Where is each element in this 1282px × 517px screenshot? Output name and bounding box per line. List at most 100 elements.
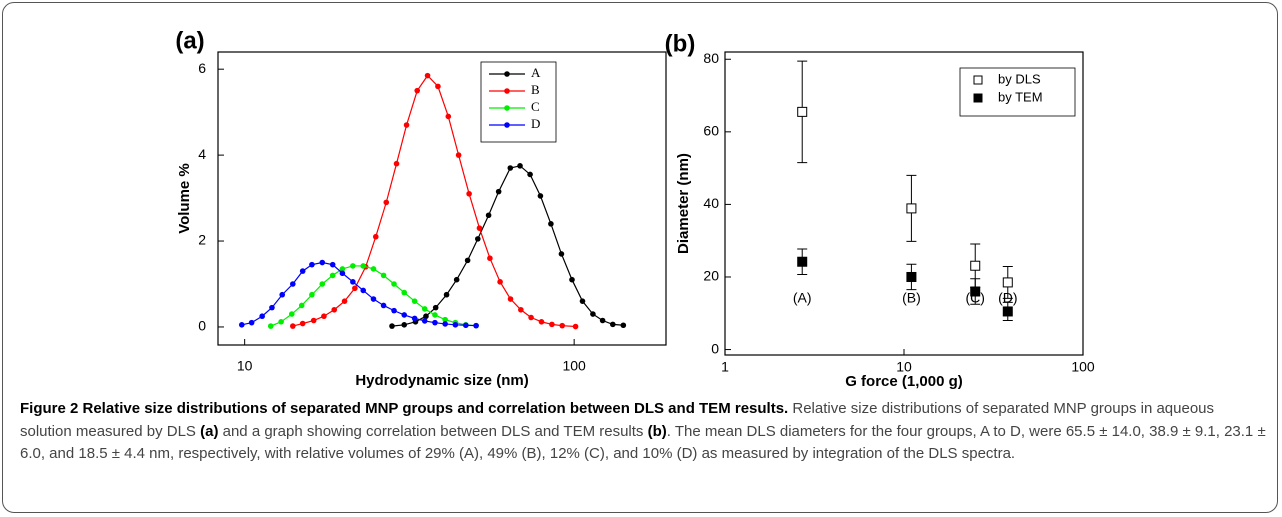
data-point: [309, 261, 315, 268]
data-point: [548, 221, 554, 227]
y-axis-title: Diameter (nm): [675, 153, 692, 254]
data-point: [278, 319, 284, 325]
data-point: [507, 296, 514, 302]
data-point: [549, 321, 555, 328]
legend-marker: [504, 88, 510, 94]
data-point: [248, 319, 255, 326]
data-point: [290, 281, 296, 287]
data-point: [401, 322, 408, 328]
caption-ref: (b): [647, 422, 667, 440]
data-point: [279, 291, 286, 298]
data-point: [797, 256, 808, 267]
legend-marker: [504, 71, 510, 77]
data-point: [527, 171, 533, 178]
data-point: [423, 313, 429, 320]
data-point: [319, 259, 326, 266]
data-point: [528, 314, 534, 321]
data-point: [401, 289, 408, 296]
legend-marker: [973, 75, 983, 85]
caption-text: . The mean DLS diameters for the four gr…: [20, 422, 1266, 463]
legend-marker: [973, 93, 983, 103]
y-tick-label: 20: [703, 268, 719, 284]
series-line: [241, 261, 477, 327]
y-tick-label: 2: [198, 232, 206, 248]
data-point: [421, 306, 428, 312]
data-point: [389, 323, 395, 329]
data-point: [538, 319, 545, 325]
data-point: [435, 83, 441, 90]
y-tick-label: 0: [711, 340, 719, 356]
data-point: [401, 312, 408, 318]
caption: Figure 2 Relative size distributions of …: [20, 398, 1268, 466]
figure: (a)Hydrodynamic size (nm)Volume %10 10002…: [175, 27, 1095, 390]
data-point: [424, 72, 431, 79]
legend-label: B: [531, 82, 540, 97]
data-point: [341, 298, 348, 304]
data-point: [299, 268, 306, 274]
caption-text: and a graph showing correlation between …: [218, 422, 648, 440]
data-point: [259, 313, 265, 320]
data-point: [309, 291, 315, 298]
y-tick-label: 6: [198, 60, 206, 76]
data-point: [391, 307, 397, 314]
data-point: [970, 260, 981, 271]
x-tick-label: 10: [896, 359, 912, 375]
data-point: [442, 321, 448, 327]
caption-ref: (a): [200, 422, 219, 440]
series-line: [391, 165, 624, 327]
data-point: [1002, 306, 1013, 317]
data-point: [906, 203, 917, 214]
data-point: [537, 193, 544, 199]
legend-label: by DLS: [998, 71, 1041, 86]
data-point: [518, 306, 524, 313]
x-axis-title: G force (1,000 g): [845, 373, 963, 390]
data-point: [331, 306, 338, 313]
data-point: [432, 312, 438, 318]
x-axis-title: Hydrodynamic size (nm): [355, 372, 528, 389]
data-point: [380, 302, 387, 309]
data-point: [414, 87, 421, 94]
data-point: [475, 236, 481, 242]
data-point: [267, 323, 274, 329]
data-point: [432, 319, 438, 326]
x-tick-label: 1: [721, 359, 729, 375]
data-point: [350, 263, 356, 269]
data-point: [339, 266, 346, 272]
data-point: [970, 286, 981, 297]
data-point: [321, 313, 327, 320]
data-point: [452, 322, 459, 328]
x-tick-label: 100: [1071, 359, 1095, 375]
data-point: [579, 298, 586, 304]
data-point: [599, 317, 606, 324]
data-point: [464, 257, 471, 264]
x-tick-label: 10: [237, 358, 253, 374]
annotation: (C): [966, 289, 985, 305]
data-point: [443, 291, 450, 298]
data-point: [352, 285, 358, 292]
data-point: [466, 190, 472, 197]
legend-box: [480, 61, 557, 143]
legend-label: by TEM: [998, 89, 1043, 104]
y-tick-label: 0: [198, 318, 206, 334]
data-point: [380, 272, 387, 279]
legend-label: A: [531, 65, 541, 80]
data-point: [517, 163, 523, 169]
y-tick-label: 40: [703, 195, 719, 211]
panel-label: (b): [665, 30, 696, 57]
data-point: [609, 321, 616, 328]
data-point: [473, 322, 479, 329]
data-point: [339, 270, 346, 277]
data-point: [421, 318, 428, 324]
y-tick-label: 80: [703, 50, 719, 66]
y-tick-label: 60: [703, 123, 719, 139]
y-axis-title: Volume %: [176, 163, 193, 234]
data-point: [442, 316, 448, 323]
data-point: [463, 322, 469, 329]
data-point: [299, 320, 306, 327]
data-point: [350, 279, 356, 285]
data-point: [370, 296, 377, 302]
data-point: [906, 271, 917, 282]
data-point: [497, 279, 503, 285]
data-point: [590, 311, 596, 317]
